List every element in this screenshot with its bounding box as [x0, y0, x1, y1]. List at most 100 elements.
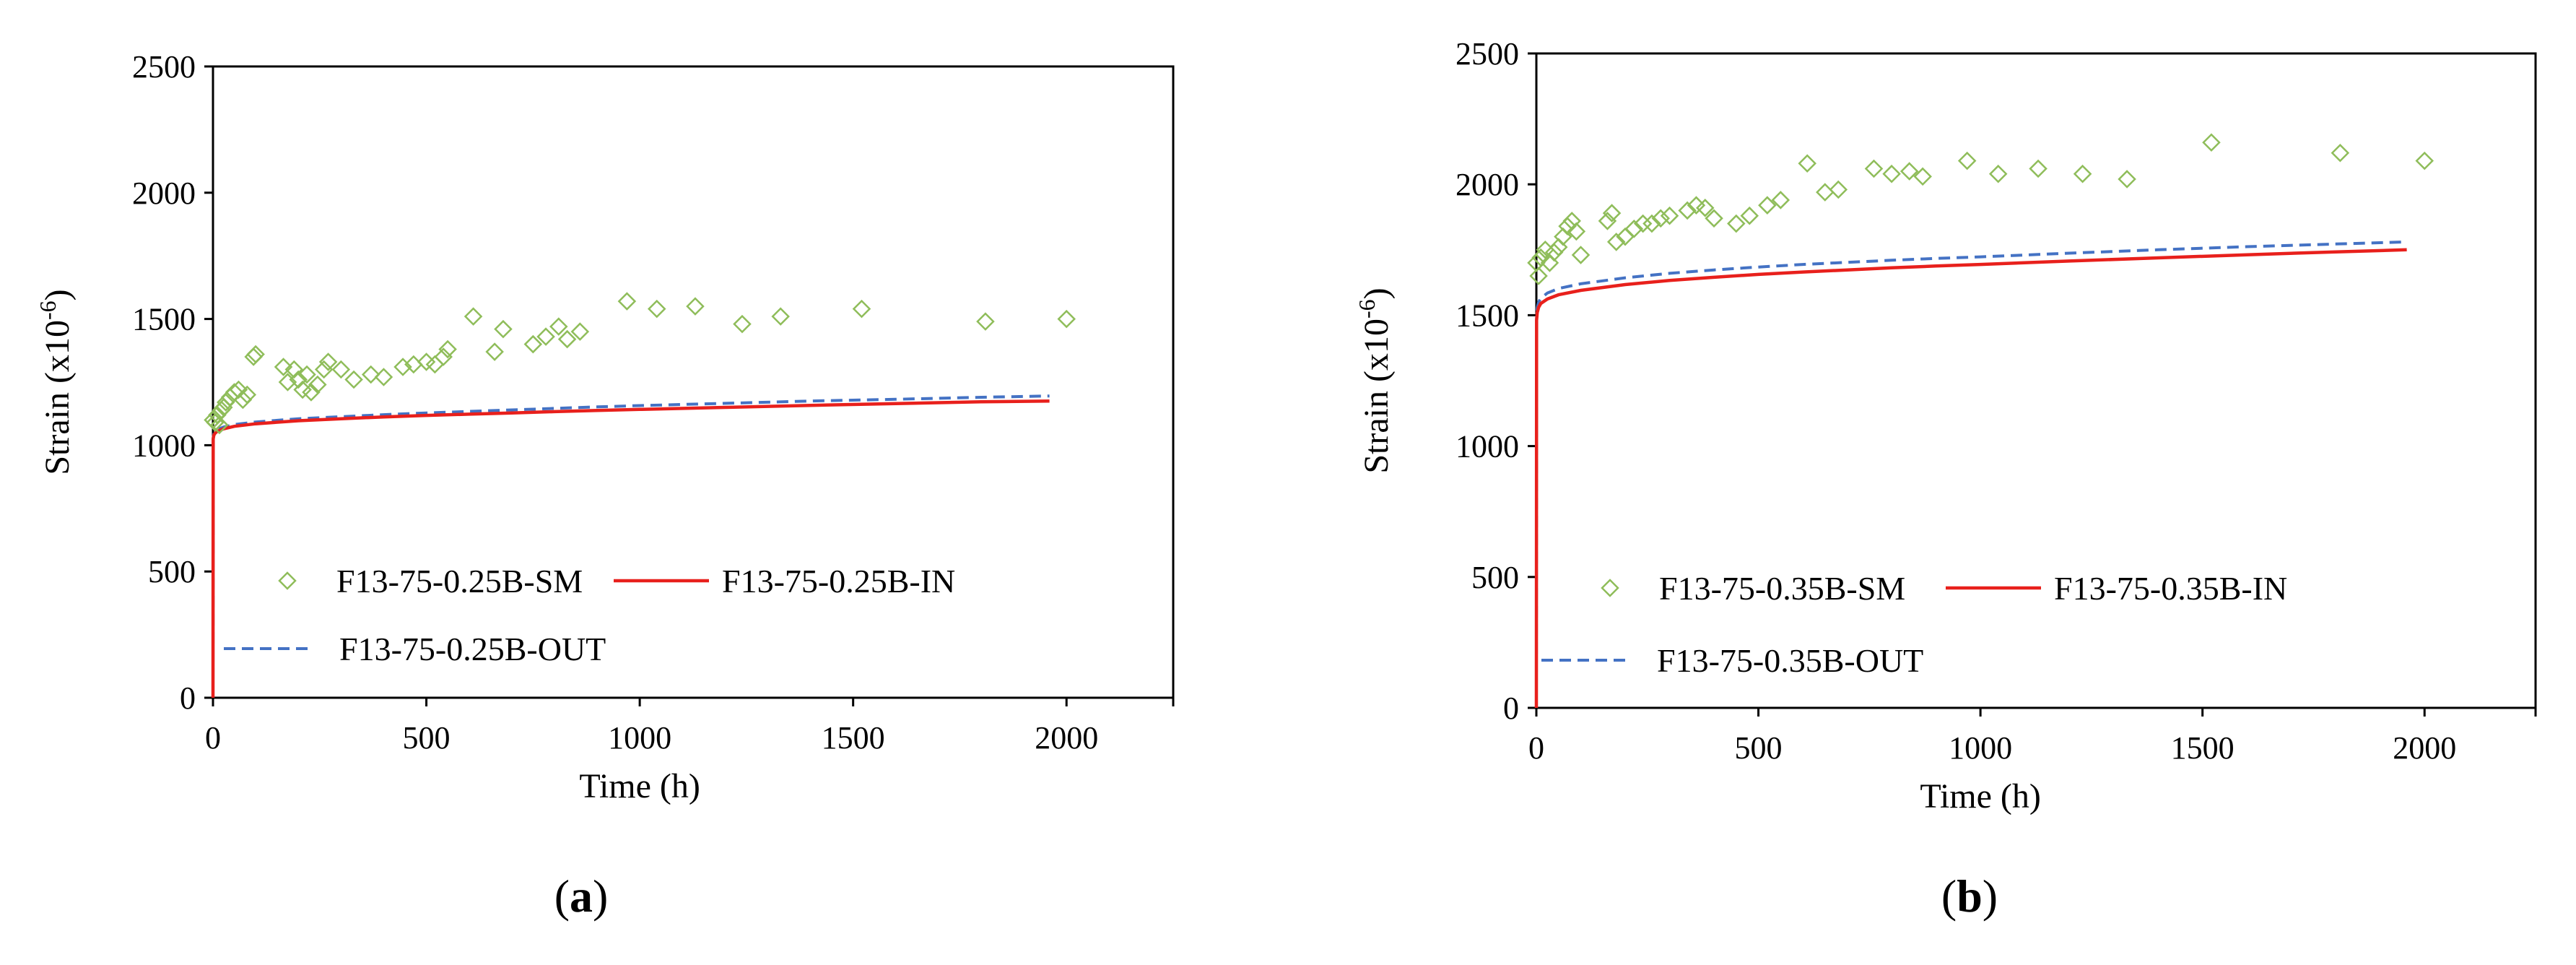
data-point	[485, 342, 504, 361]
data-point	[438, 339, 457, 359]
x-tick-label: 1000	[608, 720, 671, 756]
series-markers	[204, 292, 1076, 435]
data-point	[1988, 164, 2008, 183]
data-point	[1558, 217, 1577, 235]
data-point	[246, 345, 265, 364]
data-point	[1900, 162, 1919, 181]
x-tick-label: 1500	[822, 720, 885, 756]
data-point	[1562, 212, 1581, 230]
data-point	[771, 307, 790, 326]
data-point	[1882, 164, 1901, 183]
series-line-in	[211, 399, 1050, 698]
data-point	[1549, 238, 1568, 256]
series-line-out	[1535, 240, 2407, 709]
data-point	[233, 390, 253, 410]
legend-marker	[1601, 579, 1619, 597]
x-tick-label: 2000	[1035, 720, 1098, 756]
panel-label-close: )	[1983, 870, 1998, 922]
data-point	[314, 360, 334, 379]
data-point	[331, 360, 351, 379]
series-markers	[1527, 133, 2434, 285]
data-point	[308, 375, 327, 394]
x-tick-label: 1500	[2171, 730, 2235, 766]
y-axis-label: Strain (x10-6)	[1354, 287, 1396, 473]
legend: F13-75-0.25B-SM F13-75-0.25B-IN F13-75-0.2…	[224, 563, 955, 667]
panel-label-open: (	[1941, 870, 1957, 922]
data-point	[1660, 206, 1679, 225]
data-point	[1567, 222, 1586, 241]
x-tick-label: 0	[1528, 730, 1544, 766]
y-tick-label: 1500	[1455, 298, 1519, 333]
data-point	[417, 352, 436, 371]
y-tick-label: 2000	[132, 176, 196, 211]
y-tick-label: 2500	[1455, 36, 1519, 72]
y-axis-label-close: )	[38, 289, 77, 300]
data-point	[1864, 159, 1884, 178]
plot-area	[1535, 52, 2537, 709]
data-point	[1705, 209, 1723, 228]
y-tick-label: 1500	[132, 302, 196, 337]
y-tick-label: 2500	[132, 49, 196, 85]
legend-label: F13-75-0.25B-SM	[336, 563, 583, 600]
data-point	[1816, 183, 1835, 202]
data-point	[647, 299, 666, 319]
data-point	[570, 322, 590, 341]
data-point	[523, 334, 543, 354]
panel-label: (a)	[554, 870, 609, 922]
data-point	[2073, 164, 2092, 183]
data-point	[1695, 199, 1715, 217]
data-point	[238, 385, 257, 404]
y-tick-label: 0	[1503, 691, 1519, 726]
panel-label-close: )	[593, 870, 608, 922]
data-point	[464, 307, 483, 326]
data-point	[1529, 267, 1548, 285]
x-axis-label: Time (h)	[1920, 777, 2041, 815]
data-point	[1829, 180, 1848, 199]
data-point	[425, 355, 445, 374]
chart-panel-b: 0 500 1000 1500 2000 2500 0 500 1000 1500 2000 Time…	[1354, 36, 2537, 922]
data-point	[1633, 214, 1653, 233]
data-point	[297, 365, 316, 384]
data-point	[1598, 212, 1617, 230]
data-point	[344, 370, 363, 389]
data-point	[289, 370, 308, 389]
data-point	[1544, 243, 1564, 262]
x-tick-label: 500	[1735, 730, 1783, 766]
panel-label: (b)	[1941, 870, 1998, 922]
data-point	[1771, 191, 1790, 209]
series-line-in	[1534, 248, 2407, 709]
y-tick-label: 0	[180, 680, 196, 716]
data-point	[733, 314, 752, 334]
data-point	[2118, 170, 2136, 189]
data-point	[361, 365, 380, 384]
data-point	[210, 415, 229, 435]
y-tick-label: 1000	[132, 428, 196, 463]
data-point	[2202, 133, 2221, 152]
legend-label: F13-75-0.25B-OUT	[339, 631, 606, 667]
y-axis-label-close: )	[1357, 287, 1396, 299]
data-point	[1571, 246, 1591, 264]
data-point	[2415, 151, 2434, 170]
y-tick-label: 1000	[1455, 429, 1519, 464]
data-point	[302, 383, 321, 402]
panel-label-letter: a	[570, 870, 593, 922]
legend-label: F13-75-0.35B-OUT	[1657, 642, 1923, 679]
data-point	[1624, 220, 1644, 238]
legend-marker	[278, 571, 297, 590]
data-point	[284, 360, 304, 379]
legend-label: F13-75-0.35B-SM	[1659, 570, 1905, 607]
x-tick-label: 2000	[2393, 730, 2456, 766]
data-point	[434, 347, 453, 366]
data-point	[1727, 214, 1746, 233]
data-point	[244, 347, 263, 366]
y-tick-label: 500	[148, 554, 196, 589]
data-point	[1651, 209, 1670, 228]
data-point	[278, 373, 297, 391]
x-tick-label: 1000	[1949, 730, 2012, 766]
data-point	[557, 329, 577, 349]
x-tick-label: 0	[205, 720, 221, 756]
chart-panel-a: 0 500 1000 1500 2000 2500 0 500 1000 1500 2000 Time…	[35, 49, 1175, 922]
legend-label: F13-75-0.25B-IN	[722, 563, 955, 600]
legend-label: F13-75-0.35B-IN	[2054, 570, 2287, 607]
